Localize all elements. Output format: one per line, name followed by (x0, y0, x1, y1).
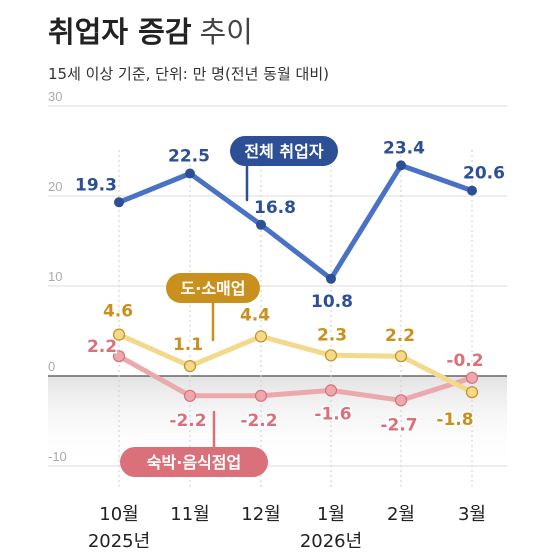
data-label: -2.7 (380, 415, 417, 435)
data-label: 2.3 (317, 325, 347, 345)
data-point (114, 197, 124, 208)
data-label: -1.6 (314, 404, 351, 424)
data-point (394, 394, 408, 407)
series-lines (116, 161, 475, 451)
series-line (116, 162, 475, 282)
data-point (183, 360, 197, 373)
data-label: 23.4 (383, 138, 425, 158)
x-tick-label: 3월 (458, 504, 486, 525)
data-label: 4.4 (240, 305, 270, 325)
data-label: 20.6 (463, 164, 505, 184)
series-tag-label: 전체 취업자 (244, 142, 323, 161)
data-point (324, 384, 338, 397)
data-point (112, 328, 126, 341)
data-label: -0.2 (446, 351, 483, 371)
grid (48, 105, 507, 488)
series-line (116, 353, 475, 403)
x-tick-label: 2월 (387, 504, 415, 525)
series-tag (120, 447, 268, 477)
series-points (112, 160, 479, 407)
chart-title: 취업자 증감 추이 (48, 15, 253, 49)
data-point (324, 349, 338, 362)
y-tick-label: 30 (48, 89, 62, 104)
x-tick-label: 12월 (241, 504, 280, 525)
data-point (326, 273, 336, 284)
chart-subtitle: 15세 이상 기준, 단위: 만 명(전년 동월 대비) (48, 65, 329, 83)
data-point (185, 168, 195, 179)
data-point (396, 160, 406, 171)
x-tick-label: 10월 (99, 504, 138, 525)
data-point (112, 350, 126, 363)
data-point (183, 389, 197, 402)
data-label: 19.3 (75, 175, 117, 195)
data-point (256, 219, 266, 230)
title-bold: 취업자 증감 (48, 15, 192, 49)
data-point (254, 330, 268, 343)
y-tick-label: 0 (48, 359, 55, 374)
data-label: 10.8 (311, 292, 353, 312)
data-point (254, 389, 268, 402)
series-line (116, 332, 475, 395)
y-tick-label: 20 (48, 179, 62, 194)
x-tick-label: 11월 (170, 504, 209, 525)
data-label: 22.5 (168, 147, 210, 167)
data-point (465, 386, 479, 399)
data-label: -2.2 (240, 411, 277, 431)
data-label: 1.1 (173, 335, 203, 355)
series-tag-label: 도·소매업 (181, 279, 246, 298)
data-label: 2.2 (385, 326, 415, 346)
series-tag (166, 273, 260, 303)
data-label: 2.2 (87, 337, 117, 357)
data-label: 4.6 (103, 302, 133, 322)
series-tag (230, 136, 338, 166)
data-point (465, 371, 479, 384)
title-light: 추이 (200, 15, 253, 49)
data-labels: 2.2 -2.2 -2.2 -1.6 -2.7 -0.2 4.6 1.1 4.4 2.3 2.2 -1… (74, 137, 507, 437)
data-point (467, 185, 477, 196)
x-axis-labels: 10월 11월 12월 1월 2월 3월 2025년 2026년 (88, 504, 486, 552)
data-label: -1.8 (436, 410, 473, 430)
y-tick-label: -10 (48, 449, 67, 464)
x-tick-label: 1월 (317, 504, 345, 525)
x-year-label: 2026년 (300, 531, 362, 552)
x-year-label: 2025년 (88, 531, 150, 552)
data-label: -2.2 (169, 411, 206, 431)
y-tick-label: 10 (48, 269, 62, 284)
series-tag-label: 숙박·음식점업 (147, 453, 241, 472)
data-label: 16.8 (254, 198, 296, 218)
data-point (394, 350, 408, 363)
y-tick-labels: 30 20 10 0 -10 (48, 89, 67, 464)
